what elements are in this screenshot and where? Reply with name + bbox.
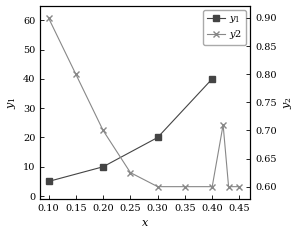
$y_1$ (101, 165, 105, 168)
$y2$ (238, 185, 241, 188)
$y2$ (47, 17, 50, 19)
Line: $y2$: $y2$ (46, 15, 242, 190)
$y_1$ (156, 136, 160, 139)
$y2$ (210, 185, 214, 188)
$y2$ (74, 73, 78, 76)
$y2$ (101, 129, 105, 132)
$y2$ (156, 185, 160, 188)
$y2$ (129, 171, 132, 174)
$y2$ (183, 185, 187, 188)
$y_1$ (210, 77, 214, 80)
$y_1$ (47, 180, 50, 183)
X-axis label: $x$: $x$ (141, 219, 149, 228)
Line: $y_1$: $y_1$ (46, 76, 215, 184)
Y-axis label: $y_1$: $y_1$ (6, 96, 18, 109)
Y-axis label: $y_2$: $y_2$ (282, 96, 294, 109)
$y2$ (227, 185, 230, 188)
Legend: $y_1$, $y2$: $y_1$, $y2$ (203, 11, 245, 45)
$y2$ (221, 123, 225, 126)
